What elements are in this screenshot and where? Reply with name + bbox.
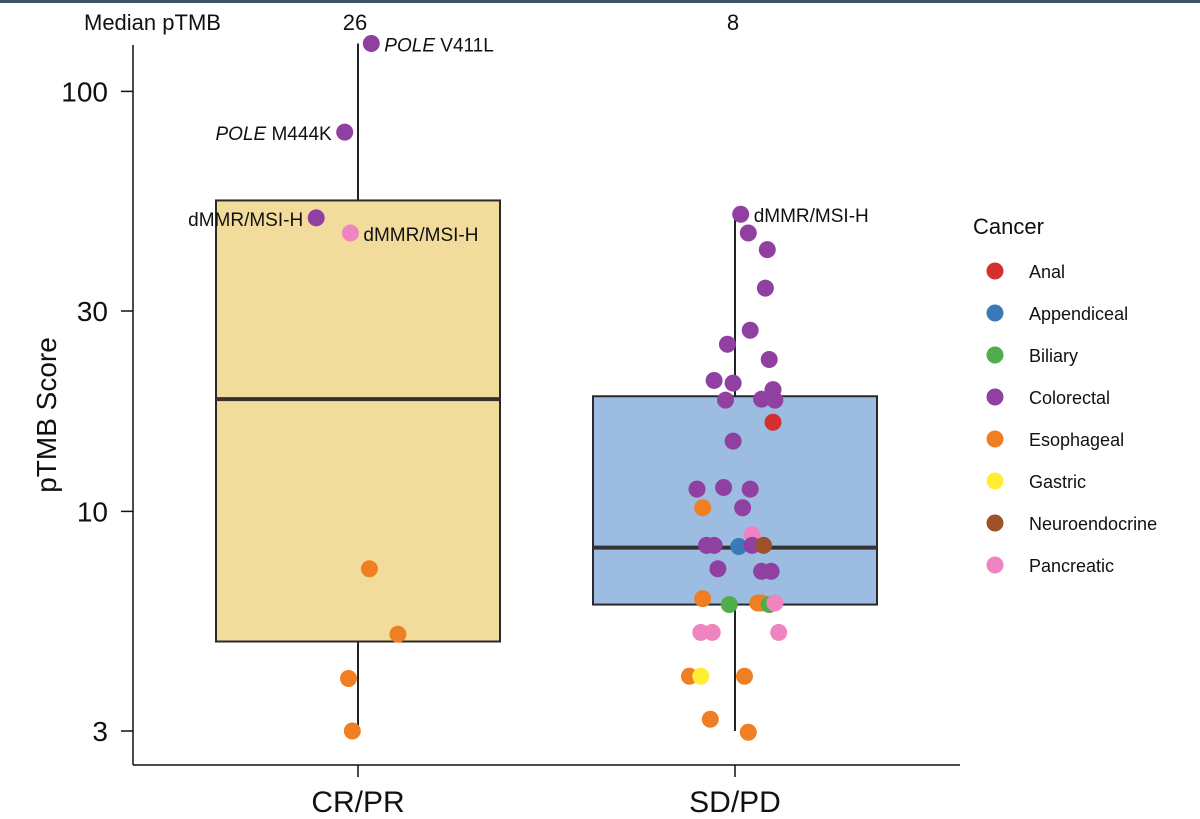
data-point [341, 224, 359, 242]
data-point [694, 499, 712, 517]
boxes-layer [215, 43, 878, 731]
data-point [739, 723, 757, 741]
legend-swatch [986, 556, 1004, 574]
data-point [692, 667, 710, 685]
data-point [718, 335, 736, 353]
data-point [705, 536, 723, 554]
legend-label: Anal [1029, 262, 1065, 282]
data-point [720, 596, 738, 614]
legend-label: Esophageal [1029, 430, 1124, 450]
data-point [766, 391, 784, 409]
data-point [724, 374, 742, 392]
legend-label: Pancreatic [1029, 556, 1114, 576]
data-point [741, 480, 759, 498]
legend-swatch [986, 430, 1004, 448]
data-point [753, 390, 771, 408]
data-point [705, 371, 723, 389]
point-annotation: POLE M444K [216, 124, 333, 145]
data-point [755, 536, 772, 554]
legend: Cancer Anal Appendiceal Biliary Colorectal E… [973, 214, 1157, 576]
data-point [770, 623, 788, 641]
axes-layer: 3 10 30 100 CR/PR SD/PD [61, 45, 960, 819]
data-point [756, 279, 774, 297]
legend-label: Biliary [1029, 346, 1078, 366]
data-point [739, 224, 757, 242]
box-iqr [592, 395, 878, 606]
point-annotation: dMMR/MSI-H [188, 210, 303, 231]
data-point [343, 722, 361, 740]
data-point [709, 560, 727, 578]
data-point [360, 560, 378, 578]
annotations-layer: POLE V411L POLE M444K dMMR/MSI-H dMMR/MSI-H… [188, 36, 869, 246]
data-point [701, 710, 719, 728]
data-point [762, 562, 780, 580]
box-iqr [215, 199, 501, 643]
data-point [741, 321, 759, 339]
data-point [732, 205, 750, 223]
y-axis-label: pTMB Score [31, 337, 62, 493]
legend-swatch [986, 472, 1004, 490]
data-point [340, 670, 357, 688]
legend-label: Gastric [1029, 472, 1086, 492]
data-point [758, 241, 776, 259]
data-point [703, 623, 721, 641]
points-layer [307, 35, 788, 741]
data-point [724, 432, 742, 450]
legend-label: Colorectal [1029, 388, 1110, 408]
point-annotation: dMMR/MSI-H [363, 225, 478, 246]
legend-swatch [986, 346, 1004, 364]
data-point [336, 123, 354, 141]
y-tick-label: 30 [77, 296, 108, 327]
data-point [764, 413, 782, 431]
legend-title: Cancer [973, 214, 1044, 239]
legend-swatch [986, 262, 1004, 280]
point-annotation: POLE V411L [384, 36, 494, 57]
data-point [760, 350, 778, 368]
y-tick-label: 10 [77, 496, 108, 527]
data-point [307, 209, 325, 227]
data-point [766, 594, 784, 612]
median-header-label: Median pTMB [84, 10, 221, 35]
data-point [734, 499, 752, 517]
data-point [389, 625, 407, 643]
legend-label: Appendiceal [1029, 304, 1128, 324]
median-header-value-sd-pd: 8 [727, 10, 739, 35]
window-top-border [0, 0, 1200, 3]
legend-label: Neuroendocrine [1029, 514, 1157, 534]
x-tick-label: CR/PR [311, 786, 404, 819]
x-tick-label: SD/PD [689, 786, 781, 819]
legend-swatch [986, 514, 1004, 532]
median-header-value-cr-pr: 26 [343, 10, 367, 35]
point-annotation: dMMR/MSI-H [754, 206, 869, 227]
data-point [362, 35, 380, 53]
data-point [715, 478, 733, 496]
data-point [717, 391, 734, 409]
legend-swatch [986, 304, 1004, 322]
legend-swatch [986, 388, 1004, 406]
data-point [730, 537, 748, 555]
y-tick-label: 3 [92, 716, 108, 747]
y-tick-label: 100 [61, 76, 108, 107]
data-point [688, 480, 706, 498]
data-point [736, 667, 753, 685]
data-point [694, 590, 712, 608]
